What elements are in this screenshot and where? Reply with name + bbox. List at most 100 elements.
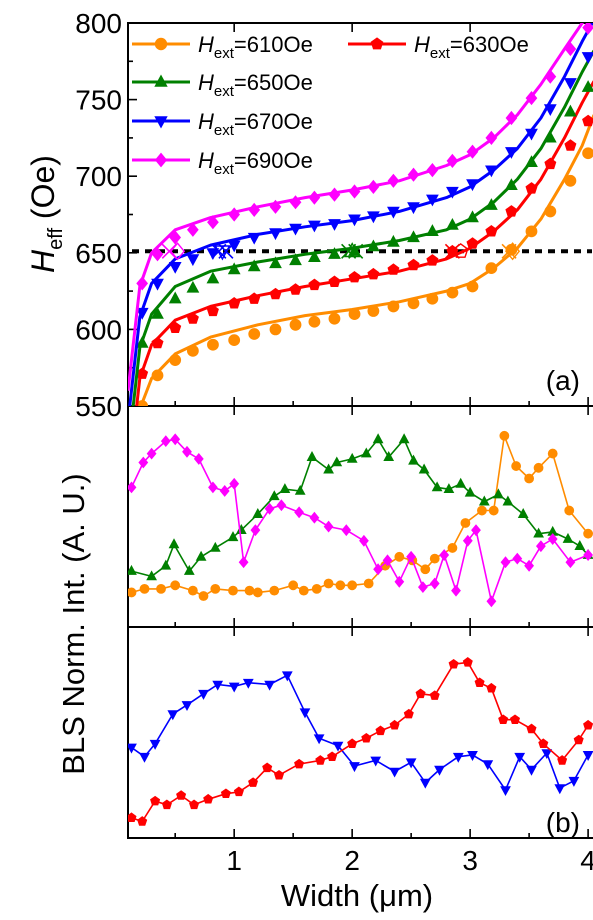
- data-point-a-4: [407, 167, 420, 182]
- data-point-b-upper-2: [229, 477, 240, 490]
- data-point-a-2: [446, 218, 459, 230]
- data-point-b-upper-1: [502, 495, 514, 506]
- data-point-b-upper-2: [417, 581, 428, 593]
- data-point-a-4: [186, 222, 199, 237]
- data-point-b-upper-2: [294, 506, 305, 519]
- data-point-b-upper-1: [398, 433, 410, 444]
- data-point-a-2: [525, 155, 538, 167]
- data-point-a-4: [525, 91, 538, 106]
- data-point-a-3: [269, 228, 282, 241]
- data-point-a-0: [367, 305, 380, 317]
- data-point-b-lower-1: [273, 769, 285, 780]
- data-point-b-lower-1: [583, 719, 593, 730]
- y-axis-title-a-unit: (Oe): [25, 155, 61, 228]
- y-axis-title-a: Heff (Oe): [25, 155, 67, 273]
- data-point-b-upper-0: [394, 551, 405, 562]
- data-point-a-4: [248, 202, 261, 217]
- data-point-a-2: [135, 336, 149, 348]
- data-point-a-3: [446, 186, 459, 199]
- legend-item: Hext=610Oe: [132, 32, 313, 62]
- data-point-b-lower-0: [349, 762, 360, 773]
- data-point-a-0: [485, 262, 498, 275]
- data-point-b-lower-1: [220, 788, 231, 798]
- data-point-b-upper-2: [341, 524, 352, 537]
- data-point-b-upper-2: [547, 533, 558, 546]
- data-point-b-lower-0: [452, 752, 464, 763]
- data-point-b-lower-0: [405, 758, 417, 769]
- data-point-b-lower-0: [554, 784, 566, 795]
- data-point-b-lower-1: [203, 793, 214, 804]
- data-point-a-4: [387, 173, 400, 188]
- data-point-b-upper-0: [499, 430, 510, 441]
- bls-line-upper-0: [131, 435, 589, 597]
- data-point-a-2: [206, 271, 220, 284]
- data-point-b-upper-0: [488, 505, 499, 516]
- data-point-b-upper-2: [500, 556, 511, 569]
- data-point-b-upper-2: [182, 445, 192, 458]
- data-point-b-lower-0: [139, 752, 150, 763]
- fit-line-4: [128, 23, 584, 391]
- data-point-b-lower-1: [573, 734, 584, 745]
- data-point-b-lower-0: [198, 689, 209, 700]
- data-point-b-upper-1: [360, 447, 372, 458]
- data-point-b-lower-1: [429, 690, 440, 700]
- data-point-a-4: [328, 187, 341, 202]
- data-point-b-upper-1: [279, 483, 291, 493]
- legend-label: Hext=650Oe: [198, 70, 313, 100]
- legend-item: Hext=670Oe: [132, 109, 313, 139]
- data-point-b-upper-2: [524, 559, 535, 572]
- data-point-b-upper-0: [533, 462, 544, 473]
- data-point-b-lower-1: [509, 714, 521, 724]
- data-point-a-0: [228, 334, 241, 347]
- data-point-a-1: [426, 254, 439, 266]
- data-point-b-lower-1: [462, 657, 473, 667]
- data-point-a-4: [446, 153, 459, 168]
- data-point-a-4: [564, 42, 577, 57]
- data-point-a-3: [151, 278, 164, 291]
- legend-swatch-marker: [154, 74, 168, 87]
- data-point-b-upper-2: [486, 595, 497, 608]
- data-point-a-4: [169, 230, 182, 245]
- crossing-marker: [452, 243, 469, 258]
- data-point-b-upper-2: [160, 435, 171, 448]
- data-point-a-0: [446, 286, 459, 299]
- data-point-b-upper-0: [347, 580, 358, 591]
- data-point-a-0: [407, 297, 420, 310]
- data-point-a-0: [564, 174, 577, 187]
- data-point-b-lower-0: [228, 682, 240, 693]
- data-point-b-upper-0: [269, 585, 280, 596]
- data-point-b-lower-0: [526, 765, 537, 776]
- data-point-b-upper-1: [408, 454, 419, 465]
- y-tick-label: 600: [75, 314, 122, 345]
- data-point-a-2: [387, 234, 400, 247]
- data-point-a-0: [582, 147, 593, 160]
- data-point-b-upper-2: [406, 550, 417, 563]
- data-point-b-lower-1: [233, 786, 244, 797]
- data-point-a-1: [248, 292, 261, 304]
- fit-line-3: [128, 23, 593, 406]
- y-axis-title-a-main: H: [25, 249, 61, 273]
- data-point-b-upper-2: [250, 524, 261, 537]
- data-point-b-lower-1: [557, 755, 568, 765]
- data-point-a-3: [328, 219, 341, 231]
- data-point-b-upper-2: [138, 456, 149, 469]
- data-point-a-3: [168, 262, 182, 274]
- data-point-a-3: [525, 128, 538, 141]
- data-point-a-4: [228, 207, 241, 222]
- data-point-b-upper-0: [524, 473, 535, 484]
- data-point-a-1: [169, 321, 182, 333]
- data-point-b-lower-1: [248, 777, 259, 787]
- data-point-b-upper-1: [183, 564, 195, 575]
- data-point-b-upper-0: [460, 518, 471, 528]
- data-point-b-lower-1: [403, 708, 414, 719]
- data-point-a-0: [426, 292, 439, 305]
- data-point-b-upper-1: [128, 564, 137, 575]
- data-point-a-1: [269, 287, 282, 300]
- data-point-a-0: [269, 323, 282, 336]
- data-point-a-4: [544, 69, 557, 84]
- data-point-b-upper-0: [447, 543, 458, 553]
- data-point-a-4: [308, 190, 321, 205]
- data-point-b-upper-0: [288, 580, 299, 591]
- data-point-a-2: [564, 104, 577, 117]
- legend-item: Hext=690Oe: [132, 148, 313, 178]
